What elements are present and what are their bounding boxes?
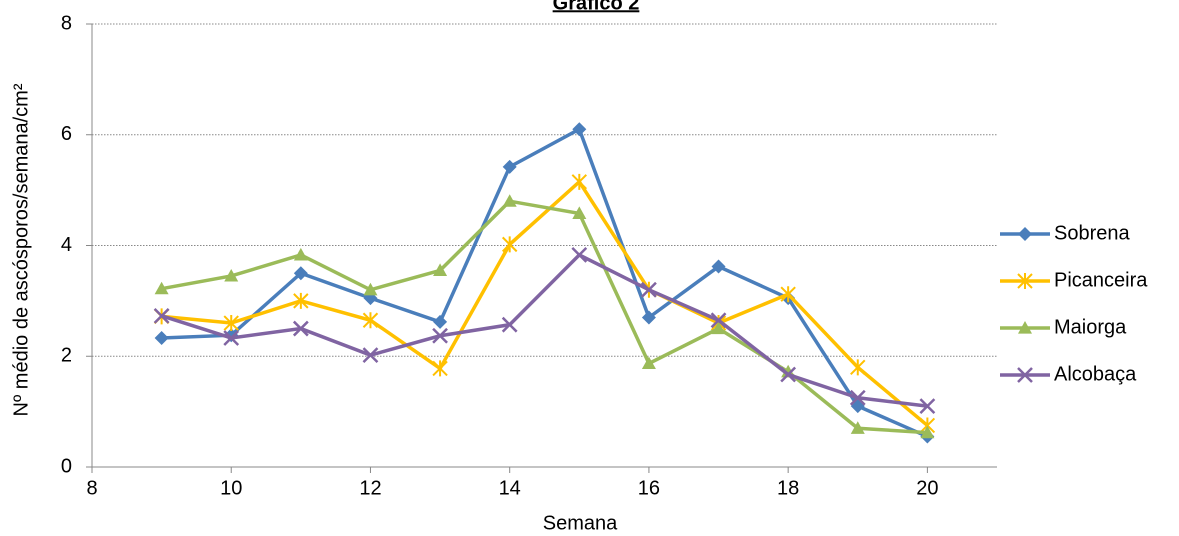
marker: [1017, 367, 1033, 383]
x-tick-label: 20: [916, 477, 938, 499]
series-line: [161, 252, 928, 408]
marker: [850, 421, 865, 434]
marker: [432, 327, 448, 344]
marker: [502, 194, 517, 207]
marker: [571, 247, 588, 263]
x-tick-label: 18: [777, 477, 799, 499]
marker: [711, 321, 726, 335]
marker: [641, 310, 656, 325]
series-line: [161, 199, 928, 435]
legend-label: Maiorga: [1054, 316, 1127, 338]
marker: [641, 281, 657, 298]
marker: [153, 307, 170, 324]
marker: [502, 159, 517, 174]
marker: [780, 366, 797, 383]
marker: [711, 259, 726, 274]
marker: [1018, 227, 1032, 241]
marker: [223, 330, 240, 346]
x-tick-label: 14: [499, 477, 521, 499]
x-tick-label: 12: [359, 477, 381, 499]
y-axis-label: Nº médio de ascósporos/semana/cm²: [10, 83, 32, 416]
series-line: [161, 179, 929, 427]
legend-label: Picanceira: [1054, 269, 1148, 291]
y-tick-label: 6: [61, 123, 72, 145]
marker: [432, 360, 448, 377]
y-tick-label: 8: [61, 12, 72, 34]
marker: [1017, 273, 1033, 289]
marker: [919, 398, 936, 414]
legend-label: Sobrena: [1054, 222, 1130, 244]
marker: [920, 425, 935, 439]
marker: [780, 286, 796, 303]
marker: [292, 320, 309, 337]
marker: [1018, 321, 1032, 334]
marker: [433, 314, 448, 329]
marker: [572, 206, 587, 219]
marker: [433, 263, 448, 277]
chart-title: Gráfico 2: [553, 0, 640, 14]
y-tick-label: 0: [61, 455, 72, 477]
legend-label: Alcobaça: [1054, 363, 1137, 385]
marker: [223, 315, 239, 332]
series-line: [161, 126, 929, 439]
y-tick-label: 2: [61, 345, 72, 367]
marker: [293, 292, 309, 309]
marker: [641, 356, 656, 370]
x-tick-label: 8: [86, 477, 97, 499]
x-tick-label: 16: [638, 477, 660, 499]
marker: [293, 247, 308, 261]
y-tick-label: 4: [61, 234, 72, 256]
marker: [710, 312, 727, 329]
marker: [154, 330, 169, 345]
marker: [362, 312, 379, 329]
marker: [293, 266, 308, 281]
marker: [501, 236, 518, 253]
marker: [224, 268, 239, 282]
marker: [849, 389, 866, 406]
marker: [572, 122, 587, 137]
marker: [501, 316, 518, 333]
marker: [363, 282, 378, 296]
marker: [850, 359, 866, 376]
marker: [362, 347, 379, 364]
marker: [571, 173, 588, 190]
x-axis-label: Semana: [543, 512, 618, 534]
x-tick-label: 10: [220, 477, 242, 499]
marker: [154, 281, 169, 295]
